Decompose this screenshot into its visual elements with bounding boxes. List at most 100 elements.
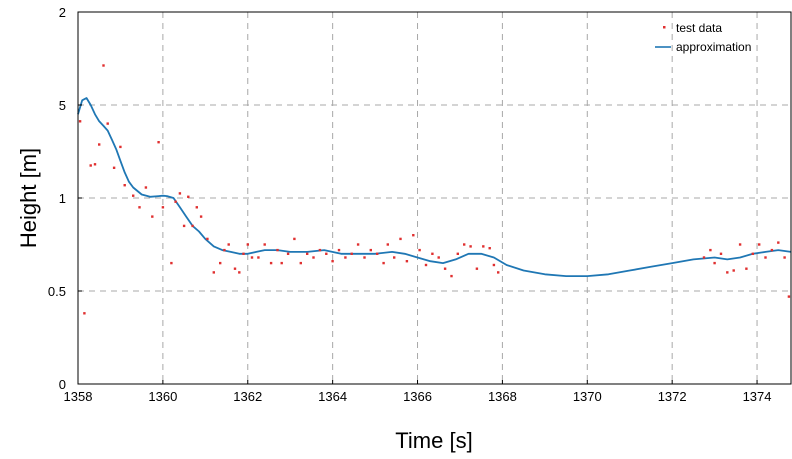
legend-marker-test-data <box>663 26 666 29</box>
test-data-point <box>702 256 706 259</box>
test-data-point <box>151 215 154 218</box>
test-data-point <box>178 192 182 195</box>
test-data-point <box>463 243 466 246</box>
test-data-point <box>437 256 440 259</box>
test-data-point <box>257 256 260 259</box>
test-data-point <box>469 245 472 248</box>
test-data-point <box>738 243 742 246</box>
test-data-point <box>399 237 402 241</box>
test-data-point <box>350 252 353 255</box>
test-data-point <box>431 252 434 255</box>
test-data-point <box>312 256 315 259</box>
y-tick-label: 0.5 <box>48 284 66 299</box>
test-data-point <box>219 261 222 265</box>
x-tick-label: 1370 <box>573 389 602 404</box>
test-data-point <box>418 248 421 252</box>
test-data-point <box>138 206 141 209</box>
test-data-point <box>497 271 500 274</box>
test-data-point <box>223 248 226 252</box>
test-data-point <box>187 195 190 198</box>
test-data-point <box>325 252 328 255</box>
legend-label-approximation: approximation <box>676 40 751 54</box>
test-data-point <box>443 267 447 270</box>
y-tick-label: 1 <box>59 191 66 206</box>
test-data-point <box>405 260 409 263</box>
test-data-point <box>306 252 309 255</box>
test-data-point <box>337 248 341 252</box>
test-data-point <box>276 248 279 252</box>
test-data-point <box>386 243 389 246</box>
test-data-point <box>112 166 116 169</box>
test-data-point <box>709 248 712 252</box>
legend: test data approximation <box>655 21 751 54</box>
test-data-point <box>719 252 723 255</box>
test-data-point <box>161 206 165 209</box>
test-data-point <box>713 261 716 265</box>
test-data-point <box>227 243 230 246</box>
test-data-point <box>157 141 160 144</box>
test-data-point <box>376 252 379 255</box>
test-data-point <box>170 261 173 265</box>
legend-item-approximation: approximation <box>655 40 751 54</box>
test-data-point <box>195 206 198 209</box>
test-data-point <box>787 295 791 298</box>
y-tick-label: 5 <box>59 98 66 113</box>
test-data-point <box>450 274 453 278</box>
test-data-point <box>363 256 366 259</box>
test-data-point <box>369 248 372 252</box>
x-tick-label: 1364 <box>318 389 347 404</box>
test-data-point <box>132 194 135 197</box>
test-data-point <box>299 261 302 265</box>
grid <box>78 12 791 384</box>
test-data-point <box>83 312 86 315</box>
test-data-point <box>356 243 360 246</box>
test-data-point <box>764 256 767 259</box>
legend-item-test-data: test data <box>663 21 722 35</box>
test-data-point <box>726 271 729 274</box>
test-data-point <box>482 245 485 248</box>
test-data-point <box>78 120 82 123</box>
y-axis-ticks: 0 0.5 1 5 2 <box>48 5 82 392</box>
test-data-point <box>144 186 148 189</box>
test-data-point <box>174 200 177 203</box>
test-data-point <box>93 163 97 166</box>
test-data-point <box>182 224 186 228</box>
test-data-point <box>119 145 122 149</box>
test-data-point <box>424 263 428 267</box>
legend-label-test-data: test data <box>676 21 722 35</box>
test-data-point <box>745 267 748 270</box>
x-tick-label: 1372 <box>658 389 687 404</box>
test-data-point <box>212 271 215 274</box>
x-axis-ticks: 1358 1360 1362 1364 1366 1368 1370 1372 1374 <box>64 380 772 404</box>
test-data-point <box>456 252 459 255</box>
test-data-point <box>286 252 290 255</box>
test-data-point <box>191 224 194 228</box>
test-data-point <box>199 215 203 218</box>
test-data-point <box>492 263 496 267</box>
test-data-point <box>758 243 761 246</box>
test-data-point <box>412 234 415 237</box>
test-data-point <box>206 237 209 241</box>
test-data-point <box>488 247 491 250</box>
test-data-point <box>89 164 92 167</box>
test-data-point <box>123 184 126 187</box>
test-data-point <box>242 252 245 255</box>
test-data-point <box>770 248 774 252</box>
test-data-point <box>233 267 237 270</box>
test-data-point <box>98 143 101 146</box>
test-data-point <box>246 243 249 246</box>
y-tick-label: 2 <box>59 5 66 20</box>
test-data-point <box>250 256 254 259</box>
x-tick-label: 1362 <box>233 389 262 404</box>
test-data-point <box>263 243 266 246</box>
test-data-point <box>102 64 105 67</box>
test-data-point <box>106 122 109 125</box>
test-data-point <box>331 260 334 263</box>
test-data-point <box>751 252 754 255</box>
x-tick-label: 1374 <box>743 389 772 404</box>
test-data-point <box>475 267 479 270</box>
x-tick-label: 1358 <box>64 389 93 404</box>
test-data-point <box>783 256 786 259</box>
y-tick-label: 0 <box>59 377 66 392</box>
